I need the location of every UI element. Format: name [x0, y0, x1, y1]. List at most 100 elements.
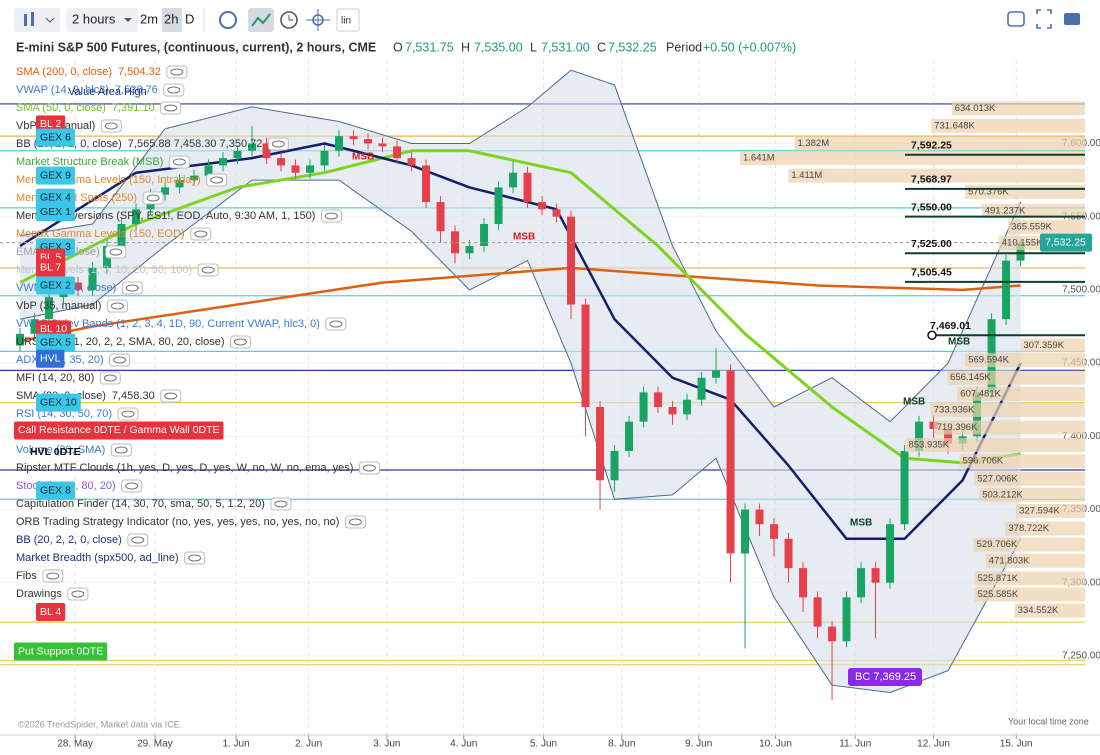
indicator-name[interactable]: Fibs: [16, 570, 37, 582]
profile-label: 596.706K: [963, 456, 1004, 467]
indicator-value: 7,458.30: [112, 390, 155, 402]
visibility-toggle[interactable]: [67, 587, 89, 601]
visibility-toggle[interactable]: [160, 389, 182, 403]
range-button[interactable]: 2m: [140, 11, 158, 26]
indicator-name[interactable]: MFI (14, 20, 80): [16, 372, 94, 384]
indicator-name[interactable]: VWAP Stdev Bands (1, 2, 3, 4, 1D, 90, Cu…: [16, 318, 320, 330]
visibility-toggle[interactable]: [42, 569, 64, 583]
visibility-toggle[interactable]: [160, 101, 182, 115]
range-button[interactable]: D: [185, 11, 194, 26]
profile-bar: [965, 353, 1085, 368]
indicator-line: [19, 142, 1022, 541]
badge-box: [36, 276, 75, 295]
profile-bar: [933, 420, 1085, 435]
x-tick-label: 12. Jun: [917, 739, 950, 750]
visibility-toggle[interactable]: [121, 479, 143, 493]
visibility-toggle[interactable]: [109, 353, 131, 367]
eye-icon: [104, 122, 118, 130]
profile-label: 719.396K: [937, 422, 978, 433]
x-tick-label: 10. Jun: [759, 739, 792, 750]
candle-body: [291, 165, 300, 173]
visibility-toggle[interactable]: [99, 371, 121, 385]
visibility-toggle[interactable]: [358, 461, 380, 475]
visibility-toggle[interactable]: [325, 317, 347, 331]
visibility-toggle[interactable]: [105, 245, 127, 259]
timezone: Your local time zone: [1008, 716, 1089, 726]
candle-body: [45, 297, 54, 320]
interval-select[interactable]: [66, 8, 138, 32]
profile-label: 853.935K: [908, 440, 949, 451]
range-button[interactable]: 2h: [164, 11, 178, 26]
visibility-toggle[interactable]: [344, 515, 366, 529]
visibility-toggle[interactable]: [190, 227, 212, 241]
indicator-name[interactable]: Mentfx Gamma Levels (150, EOD): [16, 228, 185, 240]
profile-bar: [973, 537, 1085, 552]
indicator-name[interactable]: Drawings: [16, 588, 62, 600]
candle-body: [900, 450, 909, 525]
candle-body: [509, 172, 518, 188]
candle-body: [88, 267, 97, 290]
msb-label: MSB: [513, 232, 535, 243]
visibility-toggle[interactable]: [206, 173, 228, 187]
profile-bar: [930, 402, 1085, 417]
chart-type-button[interactable]: [14, 8, 60, 32]
visibility-toggle[interactable]: [267, 137, 289, 151]
badge-label: GEX 1: [40, 206, 71, 218]
profile-label: 527.006K: [977, 473, 1018, 484]
indicator-name[interactable]: SMA (50, 0, close): [16, 102, 106, 114]
indicator-name[interactable]: Mentfx Conversions (SPY, ES1!, EOD, Auto…: [16, 210, 315, 222]
indicator-name[interactable]: SMA (200, 0, close): [16, 66, 112, 78]
visibility-toggle[interactable]: [117, 407, 139, 421]
visibility-toggle[interactable]: [168, 155, 190, 169]
visibility-toggle[interactable]: [320, 209, 342, 223]
visibility-toggle[interactable]: [121, 281, 143, 295]
badge-label: GEX 8: [40, 484, 71, 496]
indicator-name[interactable]: Market Breadth (spx500, ad_line): [16, 552, 179, 564]
key-level-label: 7,469.01: [930, 320, 971, 332]
fullscreen-button[interactable]: [1036, 9, 1052, 29]
visibility-toggle[interactable]: [197, 263, 219, 277]
profile-bar: [1016, 503, 1085, 518]
snapshot-button[interactable]: [1064, 13, 1080, 25]
indicator-name[interactable]: Mentfx Wind Spots (250): [16, 192, 137, 204]
visibility-toggle[interactable]: [184, 551, 206, 565]
candle-body: [538, 202, 547, 210]
bot-button[interactable]: [1007, 11, 1025, 27]
candle-body: [799, 568, 808, 598]
x-tick-label: 3. Jun: [373, 739, 400, 750]
profile-label: 334.552K: [1018, 605, 1059, 616]
visibility-toggle[interactable]: [142, 191, 164, 205]
visibility-toggle[interactable]: [106, 299, 128, 313]
scale-button[interactable]: [336, 8, 360, 32]
indicator-name[interactable]: VWAP (14, 0, hlc3): [16, 84, 109, 96]
indicator-name[interactable]: BB (20, 2, 2, 0, close): [16, 534, 122, 546]
indicator-name[interactable]: ORB Trading Strategy Indicator (no, yes,…: [16, 516, 339, 528]
visibility-toggle[interactable]: [110, 443, 132, 457]
settings-button[interactable]: [219, 11, 237, 29]
badge-label: BL 4: [40, 606, 61, 618]
profile-bar: [974, 571, 1085, 586]
eye-icon: [188, 554, 202, 562]
indicator-name[interactable]: Capitulation Finder (14, 30, 70, sma, 50…: [16, 498, 265, 510]
visibility-toggle[interactable]: [166, 65, 188, 79]
icon: [251, 13, 271, 27]
visibility-toggle[interactable]: [100, 119, 122, 133]
visibility-toggle[interactable]: [230, 335, 251, 349]
badge-label: GEX 5: [40, 336, 71, 348]
visibility-toggle[interactable]: [270, 497, 292, 511]
indicator-name[interactable]: Market Structure Break (MSB): [16, 156, 163, 168]
clock-button[interactable]: [280, 11, 298, 29]
eye-icon: [274, 500, 288, 508]
profile-label: 529.706K: [977, 539, 1018, 550]
profile-label: 525.871K: [977, 573, 1018, 584]
eye-icon: [194, 230, 208, 238]
period-label: Period: [666, 40, 702, 54]
visibility-toggle[interactable]: [127, 533, 149, 547]
indicator-name[interactable]: Volume (20, SMA): [16, 444, 105, 456]
header: E-mini S&P 500 Futures, (continuous, cur…: [16, 40, 796, 54]
indicator-name[interactable]: Ripster MTF Clouds (1h, yes, D, yes, D, …: [16, 462, 353, 474]
visibility-toggle[interactable]: [163, 83, 185, 97]
profile-bar: [794, 136, 1085, 151]
candle-body: [654, 392, 663, 408]
indicator-name[interactable]: VbP (35, manual): [16, 300, 101, 312]
